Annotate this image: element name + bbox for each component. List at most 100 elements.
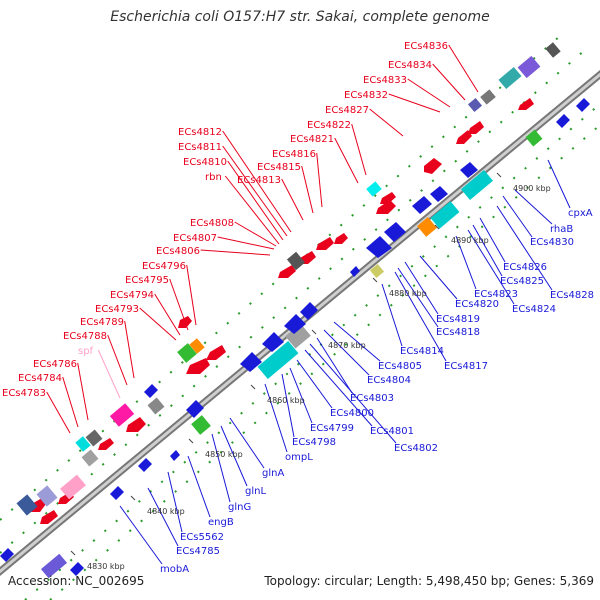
- gene-label[interactable]: ECs4817: [444, 361, 488, 372]
- gene-label[interactable]: ECs4832: [344, 90, 388, 101]
- feature-box: [366, 181, 382, 197]
- feature-box: [480, 89, 496, 105]
- gene-arrow: [376, 200, 396, 214]
- gene-label[interactable]: ECs4804: [367, 375, 411, 386]
- gene-label[interactable]: ECs4824: [512, 304, 556, 315]
- gene-label[interactable]: ECs4806: [156, 246, 200, 257]
- leader-line: [229, 417, 265, 469]
- gene-label[interactable]: ECs4783: [2, 388, 46, 399]
- gene-label[interactable]: ECs5562: [180, 532, 224, 543]
- leader-line: [304, 349, 373, 427]
- leader-line: [388, 93, 441, 113]
- leader-line: [187, 455, 211, 518]
- gene-label[interactable]: ECs4795: [125, 275, 169, 286]
- gene-arrow: [278, 265, 296, 278]
- gene-label[interactable]: ECs4816: [272, 149, 316, 160]
- kbp-ticks: 4830 kbp 4840 kbp 4850 kbp 4860 kbp 4870 kbp…: [70, 172, 551, 571]
- gene-label[interactable]: ECs4830: [530, 237, 574, 248]
- gene-label[interactable]: ECs4811: [178, 142, 222, 153]
- leader-line: [289, 367, 313, 424]
- gene-label[interactable]: ECs4800: [330, 408, 374, 419]
- gene-label[interactable]: ECs4826: [503, 262, 547, 273]
- gene-label[interactable]: ECs4822: [307, 120, 351, 131]
- gene-label[interactable]: cpxA: [568, 208, 593, 219]
- gene-label[interactable]: ECs4813: [237, 175, 281, 186]
- gene-label[interactable]: ECs4794: [110, 290, 154, 301]
- gene-label[interactable]: ECs4833: [363, 75, 407, 86]
- gene-label[interactable]: ECs4819: [436, 314, 480, 325]
- gene-label[interactable]: glnA: [262, 468, 284, 479]
- gene-arrow: [70, 562, 84, 576]
- gene-label[interactable]: ECs4799: [310, 423, 354, 434]
- feature-box: [85, 429, 103, 447]
- gene-label[interactable]: ECs4834: [388, 60, 432, 71]
- gene-label[interactable]: ECs4810: [183, 157, 227, 168]
- leader-line: [124, 320, 135, 379]
- feature-box: [417, 217, 437, 237]
- feature-boxes: [16, 42, 561, 579]
- leader-line: [296, 359, 333, 409]
- gene-label[interactable]: ECs4788: [63, 331, 107, 342]
- gene-arrow: [380, 192, 396, 204]
- gene-label[interactable]: rbn: [205, 172, 222, 183]
- gene-label[interactable]: ECs4825: [500, 276, 544, 287]
- gene-arrow: [170, 450, 180, 461]
- gene-arrow: [456, 130, 472, 144]
- gene-label[interactable]: glnL: [245, 486, 266, 497]
- leader-line: [147, 487, 179, 547]
- gene-label[interactable]: glnG: [228, 502, 251, 513]
- gene-label[interactable]: mobA: [160, 564, 189, 575]
- gene-label[interactable]: ECs4823: [474, 289, 518, 300]
- gene-label[interactable]: ECs4802: [394, 443, 438, 454]
- gene-label[interactable]: ECs4784: [18, 373, 62, 384]
- gene-label[interactable]: ECs4798: [292, 437, 336, 448]
- gene-label[interactable]: ECs4785: [176, 546, 220, 557]
- leader-line: [369, 108, 404, 137]
- kbp-tick-mark: [372, 277, 378, 283]
- gene-arrow: [518, 98, 534, 110]
- gene-arrow: [206, 345, 226, 360]
- gene-label[interactable]: spf: [78, 346, 94, 357]
- gene-arrow: [576, 98, 590, 112]
- leader-line: [432, 63, 466, 101]
- gene-label[interactable]: ECs4807: [173, 233, 217, 244]
- gene-label[interactable]: ECs4815: [257, 162, 301, 173]
- leader-line: [333, 321, 381, 362]
- gene-label[interactable]: ECs4793: [95, 304, 139, 315]
- leader-line: [97, 349, 121, 399]
- leader-line: [502, 195, 533, 238]
- gene-arrow: [98, 438, 114, 450]
- gene-label[interactable]: ompL: [285, 452, 313, 463]
- gene-label[interactable]: ECs4828: [550, 290, 594, 301]
- feature-box: [467, 97, 483, 113]
- leader-line: [496, 205, 553, 291]
- gene-label[interactable]: ECs4812: [178, 127, 222, 138]
- gene-arrow: [240, 352, 262, 372]
- feature-box: [16, 494, 38, 516]
- gene-label[interactable]: ECs4814: [400, 346, 444, 357]
- gene-label[interactable]: ECs4796: [142, 261, 186, 272]
- gene-arrow: [40, 510, 58, 524]
- gene-label[interactable]: engB: [208, 517, 234, 528]
- gene-label[interactable]: ECs4803: [350, 393, 394, 404]
- leader-line: [472, 224, 503, 277]
- kbp-tick-label: 4830 kbp: [87, 562, 125, 571]
- leader-line: [211, 433, 231, 503]
- leader-line: [139, 307, 177, 341]
- gene-label[interactable]: ECs4801: [370, 426, 414, 437]
- gene-label[interactable]: ECs4821: [290, 134, 334, 145]
- leader-line: [167, 471, 183, 533]
- kbp-tick-mark: [188, 438, 194, 444]
- gene-label[interactable]: rhaB: [550, 224, 573, 235]
- gene-label[interactable]: ECs4808: [190, 218, 234, 229]
- gene-label[interactable]: ECs4836: [404, 41, 448, 52]
- gene-label[interactable]: ECs4786: [33, 359, 77, 370]
- gene-label[interactable]: ECs4820: [455, 299, 499, 310]
- gene-label[interactable]: ECs4805: [378, 361, 422, 372]
- gene-label[interactable]: ECs4827: [325, 105, 369, 116]
- gene-label[interactable]: ECs4818: [436, 327, 480, 338]
- gene-label[interactable]: ECs4789: [80, 317, 124, 328]
- leader-line: [514, 189, 553, 225]
- leader-line: [334, 137, 359, 184]
- kbp-tick-label: 4870 kbp: [328, 341, 366, 350]
